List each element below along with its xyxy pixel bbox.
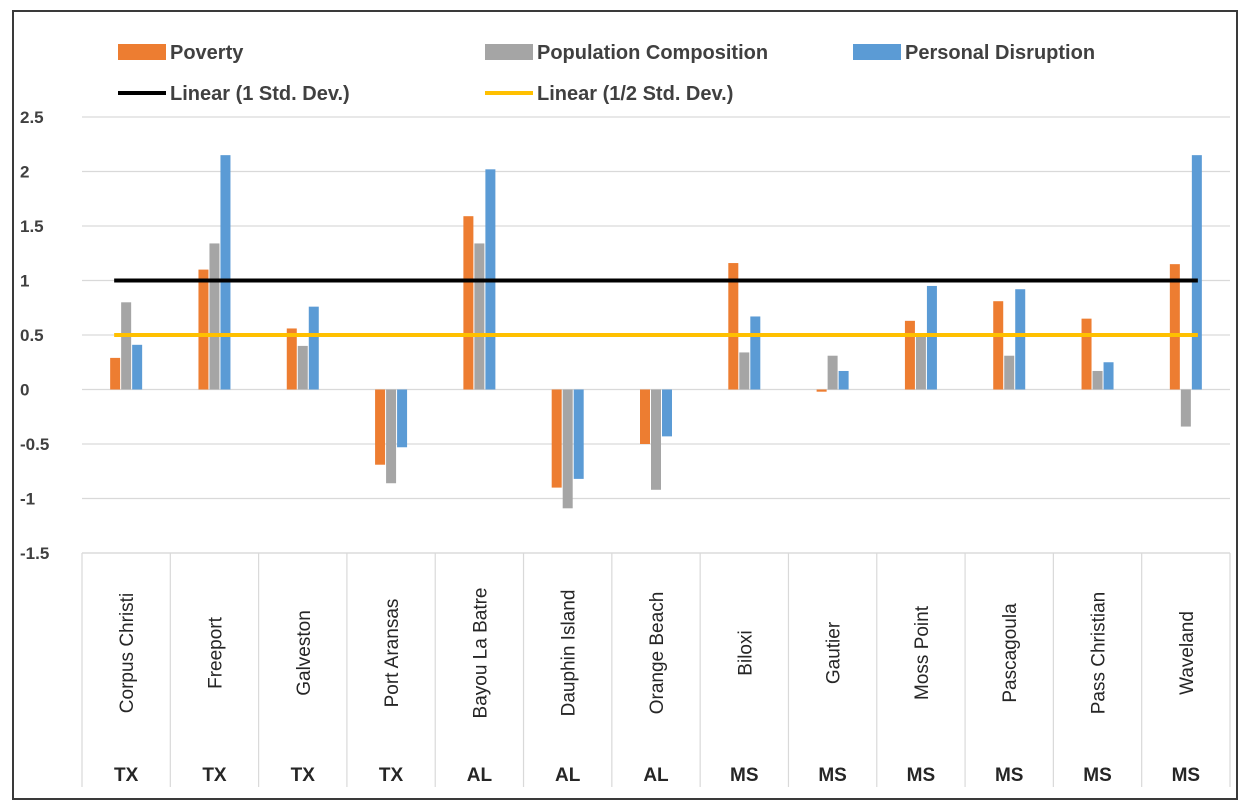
legend-item: Linear (1 Std. Dev.) [118, 83, 350, 105]
bar-poverty [110, 357, 121, 390]
bar-population-composition [739, 352, 750, 390]
legend-label: Linear (1 Std. Dev.) [170, 83, 350, 105]
legend-swatch [118, 44, 166, 60]
bar-population-composition [562, 389, 573, 509]
legend-label: Linear (1/2 Std. Dev.) [537, 83, 733, 105]
reference-lines [114, 278, 1198, 337]
bar-personal-disruption [573, 389, 584, 479]
y-tick-label: -1.5 [20, 544, 49, 563]
bar-population-composition [1004, 355, 1015, 390]
bar-poverty [463, 216, 474, 390]
bar-poverty [198, 269, 209, 390]
y-tick-label: 2.5 [20, 108, 44, 127]
category-label: Pascagoula [1000, 603, 1021, 703]
bar-population-composition [827, 355, 838, 390]
group-label: TX [379, 765, 404, 786]
y-tick-label: 0.5 [20, 326, 44, 345]
category-label: Waveland [1177, 611, 1198, 695]
bar-population-composition [1092, 370, 1103, 390]
bar-poverty [1081, 318, 1092, 390]
bar-personal-disruption [1015, 289, 1026, 390]
bar-personal-disruption [838, 370, 849, 390]
bar-poverty [551, 389, 562, 488]
bar-population-composition [1180, 389, 1191, 427]
bar-population-composition [297, 345, 308, 390]
bar-poverty [993, 301, 1004, 390]
category-label: Freeport [205, 616, 226, 689]
bar-poverty [286, 328, 297, 390]
bar-population-composition [121, 302, 132, 390]
group-label: MS [1083, 765, 1112, 786]
bar-population-composition [386, 389, 397, 484]
bar-population-composition [474, 243, 485, 390]
group-label: TX [202, 765, 227, 786]
group-label: TX [291, 765, 316, 786]
legend-swatch [853, 44, 901, 60]
category-label: Dauphin Island [559, 590, 580, 717]
bar-personal-disruption [220, 155, 231, 390]
group-label: MS [730, 765, 759, 786]
bar-poverty [816, 389, 827, 392]
group-label: MS [818, 765, 847, 786]
legend: Poverty Population Composition Personal Di… [118, 42, 1095, 105]
y-tick-label: 1.5 [20, 217, 44, 236]
category-label: Gautier [824, 621, 845, 684]
category-axis: Corpus Christi TX Freeport TX Galveston TX Por… [81, 552, 1231, 787]
y-tick-label: 1 [20, 272, 29, 291]
category-label: Galveston [294, 610, 315, 696]
bar-poverty [1169, 264, 1180, 390]
bar-personal-disruption [926, 285, 937, 390]
bar-poverty [904, 320, 915, 390]
bars [110, 155, 1202, 509]
category-label: Port Aransas [382, 599, 403, 708]
y-tick-label: -0.5 [20, 435, 49, 454]
legend-item: Linear (1/2 Std. Dev.) [485, 83, 733, 105]
category-label: Biloxi [735, 630, 756, 675]
bar-personal-disruption [1191, 155, 1202, 390]
bar-personal-disruption [750, 316, 761, 390]
y-tick-label: 2 [20, 163, 29, 182]
legend-item: Personal Disruption [853, 42, 1095, 64]
y-axis-ticks: 2.5 2 1.5 1 0.5 0 -0.5 -1 -1.5 [20, 108, 49, 563]
y-tick-label: -1 [20, 490, 35, 509]
bar-personal-disruption [308, 306, 319, 390]
category-label: Moss Point [912, 605, 933, 700]
category-label: Orange Beach [647, 592, 668, 715]
bar-personal-disruption [132, 344, 143, 390]
legend-label: Population Composition [537, 42, 768, 64]
legend-swatch [485, 44, 533, 60]
bar-population-composition [651, 389, 661, 490]
group-label: MS [907, 765, 936, 786]
bar-personal-disruption [1103, 362, 1114, 390]
legend-label: Personal Disruption [905, 42, 1095, 64]
bar-poverty [375, 389, 386, 465]
bar-population-composition [209, 243, 220, 390]
group-label: MS [995, 765, 1024, 786]
legend-item: Population Composition [485, 42, 768, 64]
y-tick-label: 0 [20, 381, 29, 400]
bar-poverty [640, 389, 650, 444]
group-label: AL [555, 765, 581, 786]
chart-frame [12, 10, 1238, 800]
group-label: TX [114, 765, 139, 786]
group-label: AL [643, 765, 669, 786]
category-label: Bayou La Batre [470, 588, 491, 719]
bar-personal-disruption [397, 389, 408, 448]
legend-item: Poverty [118, 42, 244, 64]
legend-label: Poverty [170, 42, 244, 64]
group-label: MS [1172, 765, 1201, 786]
category-label: Pass Christian [1089, 592, 1110, 715]
group-label: AL [467, 765, 493, 786]
bar-poverty [728, 263, 739, 390]
bar-personal-disruption [662, 389, 672, 437]
bar-population-composition [915, 336, 926, 390]
category-label: Corpus Christi [117, 593, 138, 713]
